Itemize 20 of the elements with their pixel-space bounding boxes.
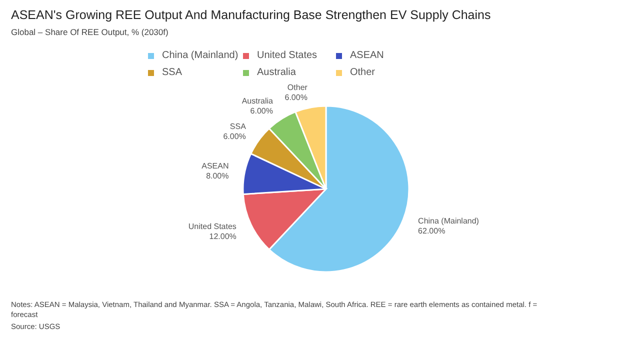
data-label: 6.00% — [284, 92, 308, 102]
slice-label: Australia — [242, 96, 274, 106]
chart-title: ASEAN's Growing REE Output And Manufacturing Base Strengthen EV Supply Chains — [11, 8, 492, 22]
data-label: 62.00% — [418, 226, 446, 236]
legend-label: United States — [257, 50, 318, 61]
chart-subtitle: Global – Share Of REE Output, % (2030f) — [11, 27, 170, 37]
slice-label: United States — [188, 222, 236, 232]
legend-label: China (Mainland) — [162, 50, 238, 61]
legend-label: Other — [350, 67, 376, 78]
slice-label: China (Mainland) — [418, 216, 480, 226]
legend-label: Australia — [257, 67, 296, 78]
legend-label: SSA — [162, 67, 182, 78]
data-label: 6.00% — [223, 132, 246, 141]
data-label: 12.00% — [209, 232, 236, 242]
data-label: 8.00% — [206, 171, 229, 180]
slice-label: Other — [287, 82, 308, 92]
legend-label: ASEAN — [350, 50, 384, 61]
slice-label: ASEAN — [202, 161, 229, 170]
slice-label: SSA — [230, 122, 247, 131]
data-label: 6.00% — [250, 106, 273, 116]
